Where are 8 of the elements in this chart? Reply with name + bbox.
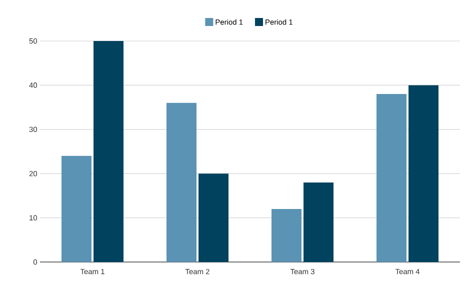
bar (198, 174, 229, 262)
bar (166, 102, 197, 262)
bar (376, 94, 407, 262)
bar (408, 85, 439, 262)
bar (94, 41, 124, 262)
bar (62, 156, 92, 262)
bar (272, 208, 302, 262)
bar (304, 182, 334, 262)
